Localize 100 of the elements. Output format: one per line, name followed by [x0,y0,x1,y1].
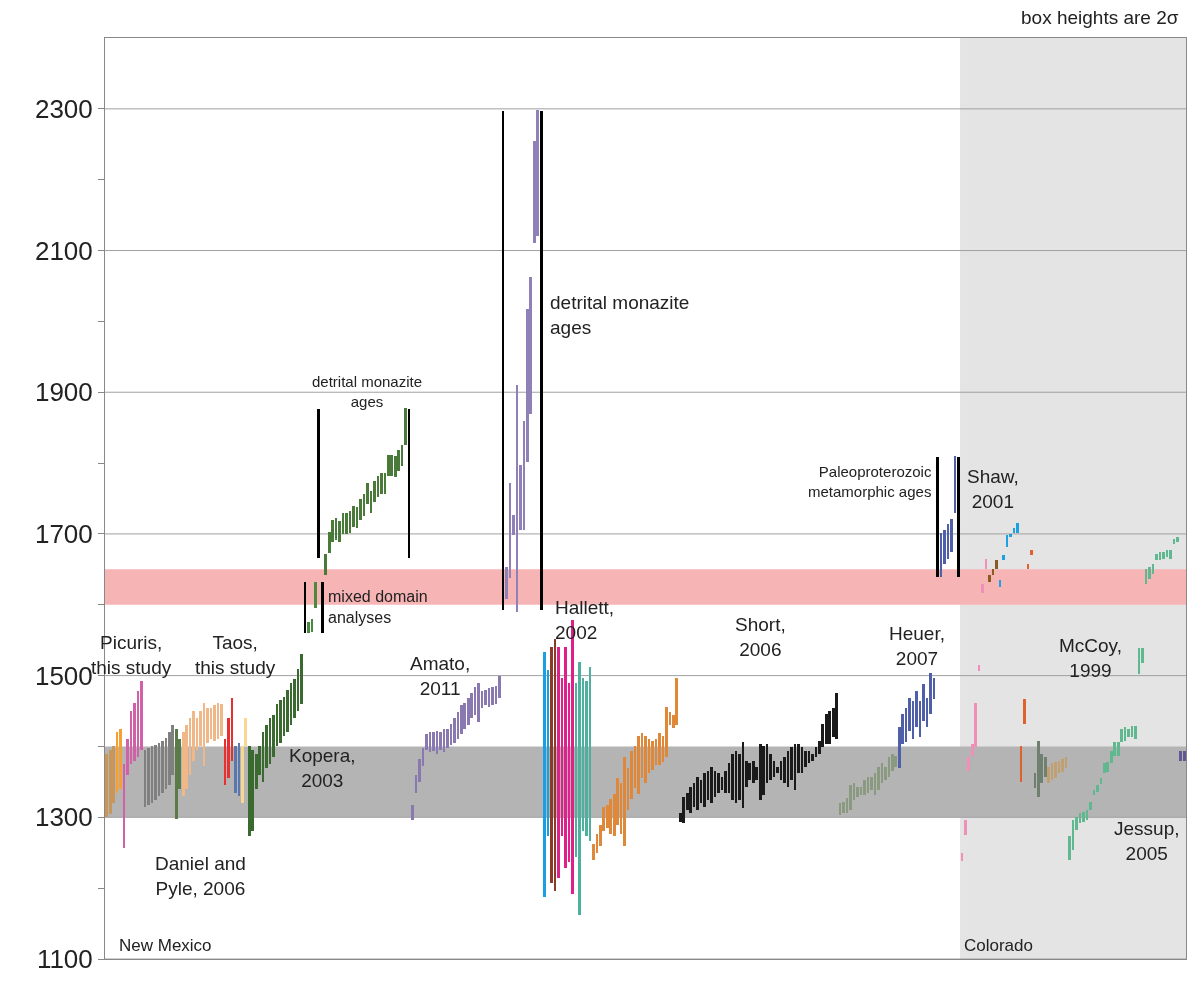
bar [408,409,410,558]
bar [842,802,845,813]
bar [1089,802,1092,810]
bar [978,665,980,671]
bar [637,736,640,794]
bar [1030,550,1033,555]
bar [1054,762,1057,778]
bar [477,683,480,722]
bar [967,757,970,771]
bar [1051,763,1053,780]
bar [161,741,164,793]
bar [144,750,146,807]
bar [995,560,998,569]
bar [964,820,967,835]
bar [307,622,310,633]
bar [213,705,216,741]
bar [429,732,431,752]
annotation: detrital monazite ages [312,373,423,410]
bar [780,761,782,780]
bar [404,408,407,445]
bar [1166,550,1168,557]
bar [390,455,393,476]
bar [1173,539,1175,544]
bar [158,743,160,796]
bar [787,751,789,787]
bar [554,639,556,891]
annotation: Short, 2006 [735,614,786,660]
bar [1082,812,1085,822]
bar [856,787,859,797]
bar [578,662,581,915]
bar [1176,537,1179,542]
bar [1096,785,1099,792]
y-tick-label: 2100 [34,235,93,266]
bar [439,732,442,750]
bar [940,533,942,577]
bar [220,704,223,736]
bar [1037,741,1040,797]
bar [936,457,939,577]
bar [1016,523,1019,533]
bar [1065,757,1067,768]
bar [345,513,348,534]
bar [1103,763,1106,773]
annotation: mixed domain analyses [328,588,428,626]
bar [1061,759,1064,772]
bar [742,742,744,808]
bar [849,785,852,810]
bar [491,687,494,705]
annotation: McCoy, 1999 [1059,635,1122,681]
bar [1145,569,1147,584]
bar [1134,726,1137,739]
bar [1159,552,1161,560]
bar [279,700,282,743]
bar [1127,729,1130,737]
bar [1117,742,1120,756]
bar [1100,778,1102,784]
bar [651,741,654,770]
y-tick-label: 1700 [34,519,93,550]
bar [981,584,984,593]
text: box heights are 2σ [1021,7,1179,28]
bar [1006,535,1008,547]
annotation: Daniel and Pyle, 2006 [155,853,246,899]
bar [623,757,626,846]
bar [894,756,897,767]
bar [488,688,490,707]
bar [957,457,960,577]
bar [801,747,803,773]
bar [710,767,713,803]
bar [314,582,317,608]
bar [540,111,543,610]
bar [1179,751,1182,761]
bar [731,754,734,800]
bar [888,757,890,777]
bar [644,736,647,783]
bar [961,853,963,861]
bar [794,744,796,790]
bar [717,773,720,793]
bar [324,554,327,575]
bar [1002,555,1005,560]
bar [689,787,692,813]
bar [675,678,678,725]
annotation: Amato, 2011 [410,653,471,699]
bar [1183,751,1186,761]
bar [992,569,994,575]
bar [317,409,320,558]
bar [863,780,866,795]
bar [835,693,838,739]
bar [321,582,324,633]
annotation: Jessup, 2005 [1114,818,1180,864]
annotation: Kopera, 2003 [289,745,356,791]
bar [752,761,755,783]
bar [735,751,737,803]
bar [154,745,157,800]
bar [241,746,244,803]
bar [1020,746,1022,782]
bar [1162,552,1165,559]
annotation: Paleoproterozoic metamorphic ages [808,463,932,500]
bar [696,777,699,810]
bar [999,580,1001,587]
bar [1023,699,1026,724]
bar [985,559,987,569]
